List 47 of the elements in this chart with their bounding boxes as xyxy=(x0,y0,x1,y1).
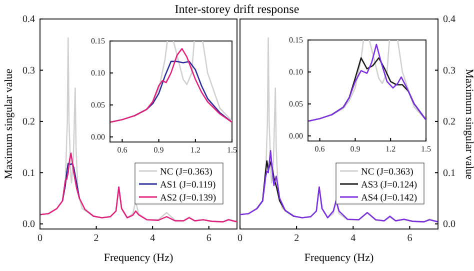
y-tick-label: 0.05 xyxy=(289,99,303,108)
legend-label: AS2 (J=0.139) xyxy=(160,194,216,204)
y2-axis-title: Maximum singular value xyxy=(463,68,474,180)
y-tick-label: 0.00 xyxy=(289,131,303,140)
x-tick-label: 1.2 xyxy=(190,146,200,155)
x-axis-title: Frequency (Hz) xyxy=(304,252,374,264)
y-tick-label: 0.15 xyxy=(289,36,303,45)
y-tick-label: 0.1 xyxy=(22,168,35,179)
x-tick-label: 4 xyxy=(150,233,156,244)
x-tick-label: 1.2 xyxy=(386,144,396,154)
legend-label: AS3 (J=0.124) xyxy=(361,180,418,190)
y2-tick-label: 0.3 xyxy=(443,65,456,76)
y2-tick-label: 0.2 xyxy=(443,116,456,128)
chart-title: Inter-storey drift response xyxy=(174,2,300,16)
line-series xyxy=(62,162,80,202)
legend-label: NC (J=0.363) xyxy=(361,168,414,178)
legend-label: AS1 (J=0.119) xyxy=(160,180,216,190)
x-tick-label: 2 xyxy=(294,233,300,244)
x-tick-label: 1.5 xyxy=(227,146,237,155)
y-tick-label: 0.0 xyxy=(22,219,35,230)
y-tick-label: 0.15 xyxy=(91,36,105,46)
x-tick-label: 0 xyxy=(238,233,242,244)
y-axis-title: Maximum singular value xyxy=(3,68,15,180)
y-tick-label: 0.00 xyxy=(91,132,105,142)
x-axis-title: Frequency (Hz) xyxy=(104,252,174,264)
y-tick-label: 0.10 xyxy=(289,68,303,77)
x-tick-label: 0.9 xyxy=(350,144,360,154)
x-tick-label: 0.6 xyxy=(117,146,128,155)
y-tick-label: 0.2 xyxy=(22,116,35,128)
legend-label: NC (J=0.363) xyxy=(160,168,212,178)
x-tick-label: 6 xyxy=(407,233,412,244)
y-tick-label: 0.3 xyxy=(22,65,35,76)
x-tick-label: 0.6 xyxy=(314,144,325,154)
x-tick-label: 6 xyxy=(206,233,212,244)
y2-tick-label: 0.4 xyxy=(443,14,456,26)
x-tick-label: 1.5 xyxy=(421,144,431,154)
y-tick-label: 0.05 xyxy=(91,100,105,110)
x-tick-label: 2 xyxy=(94,233,99,244)
y-tick-label: 0.4 xyxy=(22,14,35,26)
y2-tick-label: 0.1 xyxy=(443,168,456,179)
legend-label: AS4 (J=0.142) xyxy=(361,194,418,204)
x-tick-label: 0.9 xyxy=(154,146,164,155)
y-tick-label: 0.10 xyxy=(91,68,105,78)
x-tick-label: 0 xyxy=(38,233,42,244)
line-series xyxy=(40,152,237,222)
x-tick-label: 4 xyxy=(350,233,356,244)
y2-tick-label: 0.0 xyxy=(443,219,456,230)
